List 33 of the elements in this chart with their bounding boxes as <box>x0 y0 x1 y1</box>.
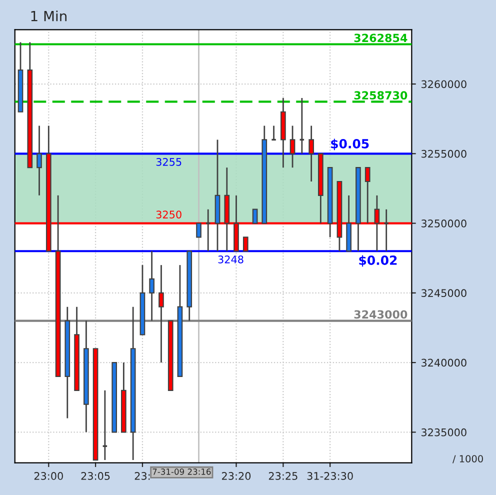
candlestick <box>290 125 296 168</box>
y-tick-label: 3235000 <box>422 428 466 436</box>
y-tick-label: 3240000 <box>422 358 466 367</box>
chart-title: 1 Min <box>31 10 66 22</box>
y-tick-label: 3250000 <box>422 220 466 228</box>
x-tick-label: 23:25 <box>268 472 298 480</box>
candlestick <box>36 125 42 196</box>
candlestick <box>196 222 202 238</box>
x-tick-label: 23:05 <box>81 472 110 480</box>
y-tick-label: 3255000 <box>422 150 466 158</box>
ref-line-label: 7-31-09 23:16 <box>152 468 211 475</box>
candlestick <box>149 250 154 322</box>
annotation: $0.02 <box>359 255 397 267</box>
x-tick-label: 31-23:30 <box>307 472 353 480</box>
text: / 1000 <box>452 455 483 464</box>
y-tick-label: 3245000 <box>422 289 466 298</box>
ref-line-label: 3258730 <box>354 91 408 100</box>
ref-line-label: 3243000 <box>354 310 408 319</box>
y-tick-label: 3260000 <box>422 80 466 88</box>
candlestick <box>270 125 277 141</box>
candlestick <box>252 208 258 224</box>
x-tick-label: 23:00 <box>34 472 63 480</box>
x-tick-label: 23:20 <box>222 472 251 480</box>
annotation: 3250 <box>156 210 182 218</box>
annotation: $0.05 <box>331 138 369 150</box>
candlestick <box>242 236 248 252</box>
candlestick <box>308 125 314 182</box>
candlestick <box>158 264 164 364</box>
annotation: 3255 <box>156 158 182 166</box>
annotation: 3248 <box>218 255 244 264</box>
ref-line-label: 3262854 <box>354 34 408 42</box>
x-tick-label: 23: <box>134 472 150 480</box>
candlestick <box>383 208 390 252</box>
